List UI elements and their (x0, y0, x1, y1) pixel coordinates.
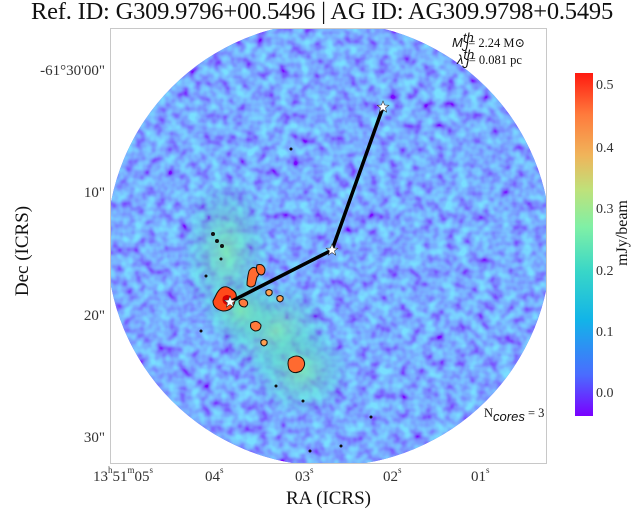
xtick-1-seconds: 04 (205, 469, 220, 485)
xtick-0-seconds: 05 (134, 469, 150, 485)
map-frame (110, 28, 547, 464)
lambda-value: = 0.081 pc (468, 53, 522, 68)
xtick-2: 03s (295, 465, 314, 485)
ytick-3: 30" (83, 430, 105, 446)
colorbar-label: mJy/beam (614, 200, 631, 266)
xtick-0: 13h51m05s (93, 465, 154, 485)
lambda-sub: J (462, 55, 469, 71)
field-of-view (111, 29, 546, 463)
cbar-tick-0.4: 0.4 (596, 141, 614, 156)
ncores-symbol: N (484, 406, 494, 420)
ytick-1: 10" (83, 185, 105, 201)
chart-title: Ref. ID: G309.9796+00.5496 | AG ID: AG30… (30, 0, 614, 25)
core-markers (223, 100, 390, 308)
cbar-tick-0.3: 0.3 (596, 202, 614, 217)
ncores-value: = 3 (524, 406, 545, 420)
intensity-map (111, 29, 546, 463)
cbar-tick-0.0: 0.0 (596, 386, 614, 401)
small-contours (199, 147, 373, 453)
y-axis-label: Dec (ICRS) (12, 205, 33, 297)
cbar-tick-0.1: 0.1 (596, 325, 614, 340)
cbar-tick-0.5: 0.5 (596, 78, 614, 93)
xtick-0-minutes: 51 (112, 469, 128, 485)
ytick-0: -61°30'00" (40, 63, 105, 79)
xtick-1: 04s (205, 465, 224, 485)
xtick-3-seconds: 02 (383, 469, 398, 485)
xtick-0-hours: 13 (93, 469, 108, 485)
mass-sup: th (462, 30, 474, 45)
xtick-4: 01s (471, 465, 490, 485)
mass-value: = 2.24 M⊙ (468, 36, 525, 51)
mass-symbol: M (452, 35, 463, 51)
lambda-symbol: λ (457, 52, 464, 68)
xtick-4-seconds: 01 (471, 469, 486, 485)
xtick-2-seconds: 03 (295, 469, 310, 485)
xtick-3: 02s (383, 465, 402, 485)
x-axis-label: RA (ICRS) (286, 488, 371, 509)
lambda-sup: th (463, 47, 475, 62)
jeans-mass-annotation: MthJ= 2.24 M⊙ (452, 30, 525, 54)
colorbar (575, 73, 593, 416)
ncores-annotation: Ncores = 3 (484, 406, 544, 424)
jeans-length-annotation: λthJ= 0.081 pc (457, 47, 522, 71)
mass-sub: J (461, 38, 469, 54)
cbar-tick-0.2: 0.2 (596, 264, 614, 279)
ncores-sub: cores (493, 408, 525, 424)
ytick-2: 20" (83, 308, 105, 324)
